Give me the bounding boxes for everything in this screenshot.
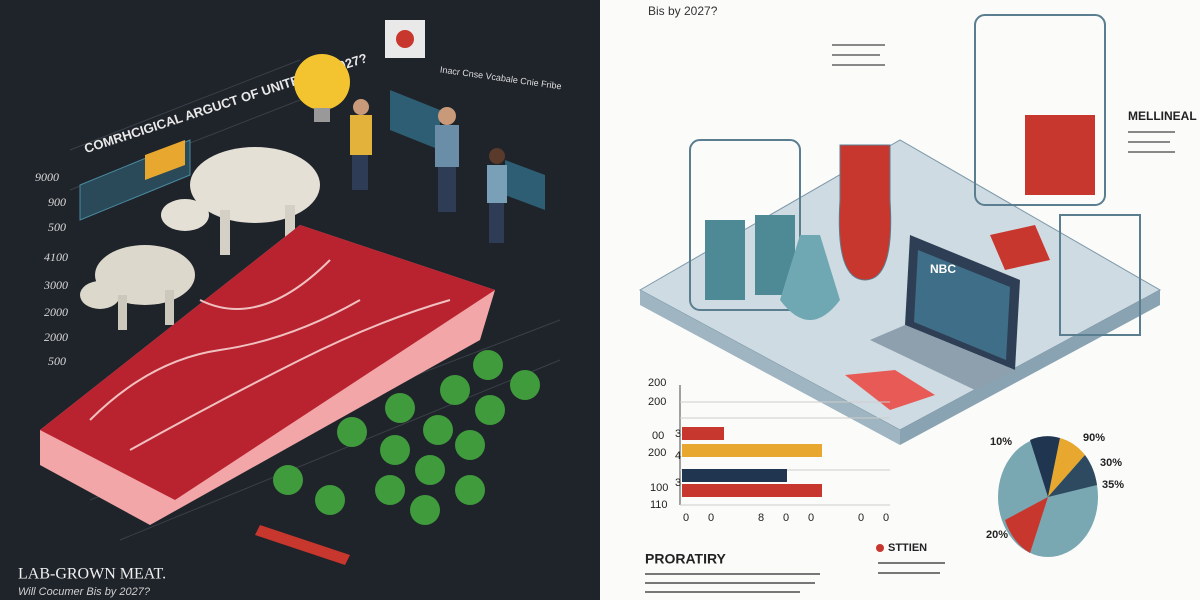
lightbulb (294, 54, 350, 110)
liquid (705, 220, 745, 300)
axis-label: 900 (48, 195, 66, 209)
cows (80, 147, 320, 330)
chart-x-label: 0 (708, 512, 714, 524)
pie-label: 90% (1083, 432, 1105, 444)
axis-label: 9000 (35, 170, 59, 184)
chart-y-label: 200 (648, 377, 666, 389)
axis-label: 2000 (44, 305, 68, 319)
flask (780, 235, 840, 320)
chart-bar (682, 484, 822, 497)
pie (998, 436, 1098, 557)
phone (845, 370, 935, 410)
legend-label: STTIEN (888, 542, 927, 554)
chart-x-label: 0 (683, 512, 689, 524)
bulb-base (314, 108, 330, 122)
meat-culture (1025, 115, 1095, 195)
pie-label: 35% (1102, 479, 1124, 491)
pie-label: 10% (990, 436, 1012, 448)
pie-label: 30% (1100, 457, 1122, 469)
pie-label: 20% (986, 529, 1008, 541)
bar-label: 3 (675, 477, 681, 489)
chart-y-label: 00 (652, 430, 664, 442)
screen (505, 160, 545, 210)
chart-x-label: 0 (858, 512, 864, 524)
beaker (838, 144, 892, 281)
axis-label: 4100 (44, 250, 68, 264)
bar-label: 3 (675, 428, 681, 440)
axis-label: 2000 (44, 330, 68, 344)
lab-table-edge (640, 290, 900, 445)
people (350, 99, 507, 243)
icon (396, 30, 414, 48)
laptop-display (914, 250, 1010, 360)
title: LAB-GROWN MEAT. (18, 566, 166, 583)
chart-bar (682, 427, 724, 440)
marbling (89, 259, 451, 451)
chart-x-label: 8 (758, 512, 764, 524)
right-header: Bis by 2027? (648, 4, 718, 18)
text-lines (832, 44, 1175, 153)
chart-bar (682, 469, 787, 482)
text-lines (645, 562, 945, 593)
steak (40, 225, 495, 500)
bar-label: 4 (675, 450, 681, 462)
meat-sample (990, 225, 1050, 270)
footer-title: PRORATIRY (645, 551, 727, 567)
laptop-text: NBC (930, 262, 956, 276)
chart-y-label: 200 (648, 447, 666, 459)
chart-x-label: 0 (783, 512, 789, 524)
chart-y-label: 100 (650, 482, 668, 494)
plants (273, 350, 540, 525)
chart-x-label: 0 (808, 512, 814, 524)
screen (390, 90, 440, 150)
glassware (689, 14, 1141, 336)
dashboard-block (145, 140, 185, 180)
chart-bar (682, 444, 822, 457)
lab-table-edge (900, 290, 1160, 445)
axis-label: 500 (48, 220, 66, 234)
axis-label: 500 (48, 354, 66, 368)
subtitle: Will Cocumer Bis by 2027? (18, 586, 151, 598)
chart-y-label: 200 (648, 396, 666, 408)
axis-label: 3000 (43, 278, 68, 292)
section-title: MELLINEAL (1128, 109, 1197, 123)
chart-y-label: 110 (650, 499, 668, 511)
legend-swatch (876, 544, 884, 552)
marker (255, 525, 350, 565)
laptop-base (870, 325, 1015, 390)
chart-x-label: 0 (883, 512, 889, 524)
